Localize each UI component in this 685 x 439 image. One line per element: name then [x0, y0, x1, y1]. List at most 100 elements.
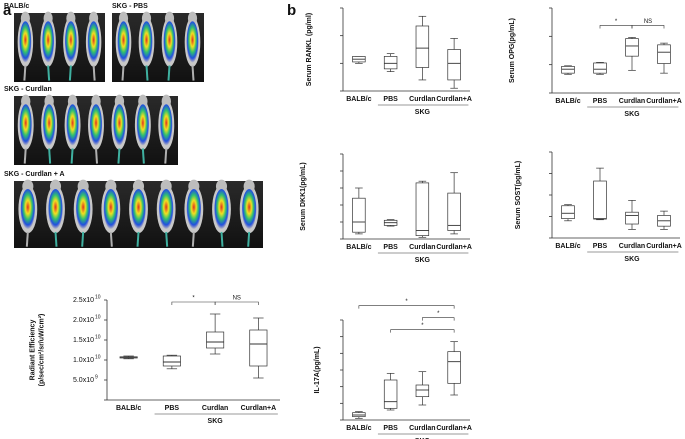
mouse-tail — [191, 231, 195, 247]
mouse-head — [22, 179, 34, 194]
signal — [48, 189, 63, 230]
significance-bracket — [214, 301, 259, 305]
signal — [140, 21, 153, 63]
signal — [158, 189, 174, 230]
signal — [113, 104, 126, 146]
mouse-tail — [95, 148, 98, 164]
significance-label: * — [421, 323, 424, 329]
signal — [89, 104, 103, 146]
mouse-head — [114, 94, 125, 109]
mouse-tail — [23, 148, 27, 164]
box — [657, 44, 671, 64]
mouse-head — [243, 179, 255, 194]
mouse-head — [105, 179, 117, 194]
box — [383, 56, 398, 70]
x-tick-label: Curdlan — [202, 405, 228, 412]
box — [352, 197, 366, 233]
x-tick-label: PBS — [593, 243, 608, 250]
signal — [42, 21, 55, 63]
y-tick-label: 2.0x10 — [73, 317, 94, 324]
mouse-tail — [54, 231, 58, 247]
group-label: SKG — [624, 111, 640, 118]
y-tick-label: 5.0x10 — [73, 377, 94, 384]
box — [206, 331, 225, 349]
x-tick-label: BALB/c — [555, 98, 580, 105]
x-tick-label: PBS — [593, 98, 608, 105]
group-label: SKG — [208, 418, 224, 425]
mouse-head — [20, 11, 30, 26]
tick-exponent: 10 — [95, 334, 101, 340]
group-label: SKG — [415, 257, 431, 264]
tick-mantissa: 2.0x10 — [73, 317, 94, 324]
box — [625, 211, 639, 225]
mouse-tail — [164, 148, 168, 164]
signal — [66, 104, 79, 146]
image-label: BALB/c — [4, 3, 29, 10]
tick-mantissa: 1.5x10 — [73, 337, 94, 344]
box — [383, 379, 398, 409]
mouse-tail — [70, 148, 74, 164]
signal — [163, 21, 176, 63]
mouse-tail — [23, 65, 27, 81]
box — [447, 351, 461, 384]
x-tick-label: Curdlan+A — [646, 243, 682, 250]
mouse-tail — [25, 231, 29, 247]
box — [415, 25, 430, 68]
mouse-tail — [68, 65, 72, 81]
image-label: SKG - Curdlan — [4, 86, 52, 93]
box — [593, 62, 607, 74]
x-tick-label: Curdlan — [619, 243, 645, 250]
x-tick-label: Curdlan+A — [436, 244, 472, 251]
x-tick-label: PBS — [383, 96, 398, 103]
signal — [241, 189, 257, 230]
x-tick-label: Curdlan+A — [436, 425, 472, 432]
mouse-head — [91, 94, 101, 109]
box — [415, 182, 430, 236]
signal — [214, 189, 229, 230]
mouse-head — [67, 94, 78, 109]
box — [625, 38, 639, 57]
image-label: SKG - PBS — [112, 3, 148, 10]
imaging-panel: BALB/c SKG - PBS SKG - Curdlan SKG - Curdla… — [4, 3, 263, 248]
y-axis-label: Serum OPG(pg/mL) — [509, 18, 516, 83]
mouse-tail — [145, 65, 149, 81]
box — [447, 192, 461, 231]
mouse-head — [43, 11, 53, 26]
box — [162, 355, 181, 367]
significance-label: * — [615, 19, 618, 25]
signal — [87, 21, 100, 63]
x-tick-label: Curdlan+A — [646, 98, 682, 105]
significance-bracket — [390, 329, 455, 333]
signal — [43, 104, 56, 146]
mouse-tail — [136, 231, 140, 247]
group-label: SKG — [415, 438, 431, 439]
mouse-tail — [220, 231, 224, 247]
x-tick-label: PBS — [383, 244, 398, 251]
signal — [75, 189, 91, 230]
x-tick-label: BALB/c — [346, 96, 371, 103]
tick-exponent: 10 — [95, 294, 101, 300]
panel-label: b — [287, 2, 296, 19]
significance-bracket — [631, 25, 665, 29]
box — [447, 49, 461, 81]
mouse-tail — [47, 65, 51, 81]
y-tick-label: 2.5x10 — [73, 297, 94, 304]
tick-exponent: 10 — [95, 314, 101, 320]
significance-label: NS — [233, 296, 241, 302]
mouse-tail — [191, 65, 195, 81]
mouse-tail — [81, 231, 85, 247]
charts: 5.0x10 91.0x10 101.5x10 102.0x10 102.5x10 10R… — [29, 7, 682, 439]
tick-mantissa: 1.0x10 — [73, 357, 94, 364]
tick-mantissa: 2.5x10 — [73, 297, 94, 304]
group-label: SKG — [624, 256, 640, 263]
mouse-head — [161, 94, 171, 109]
panel-label: a — [3, 2, 12, 19]
mouse-tail — [109, 231, 113, 247]
x-tick-label: Curdlan+A — [241, 405, 277, 412]
tick-exponent: 10 — [95, 354, 101, 360]
mouse-head — [141, 11, 152, 26]
significance-bracket — [358, 305, 455, 309]
y-tick-label: 1.0x10 — [73, 357, 94, 364]
mouse-head — [164, 11, 175, 26]
mouse-tail — [165, 231, 169, 247]
